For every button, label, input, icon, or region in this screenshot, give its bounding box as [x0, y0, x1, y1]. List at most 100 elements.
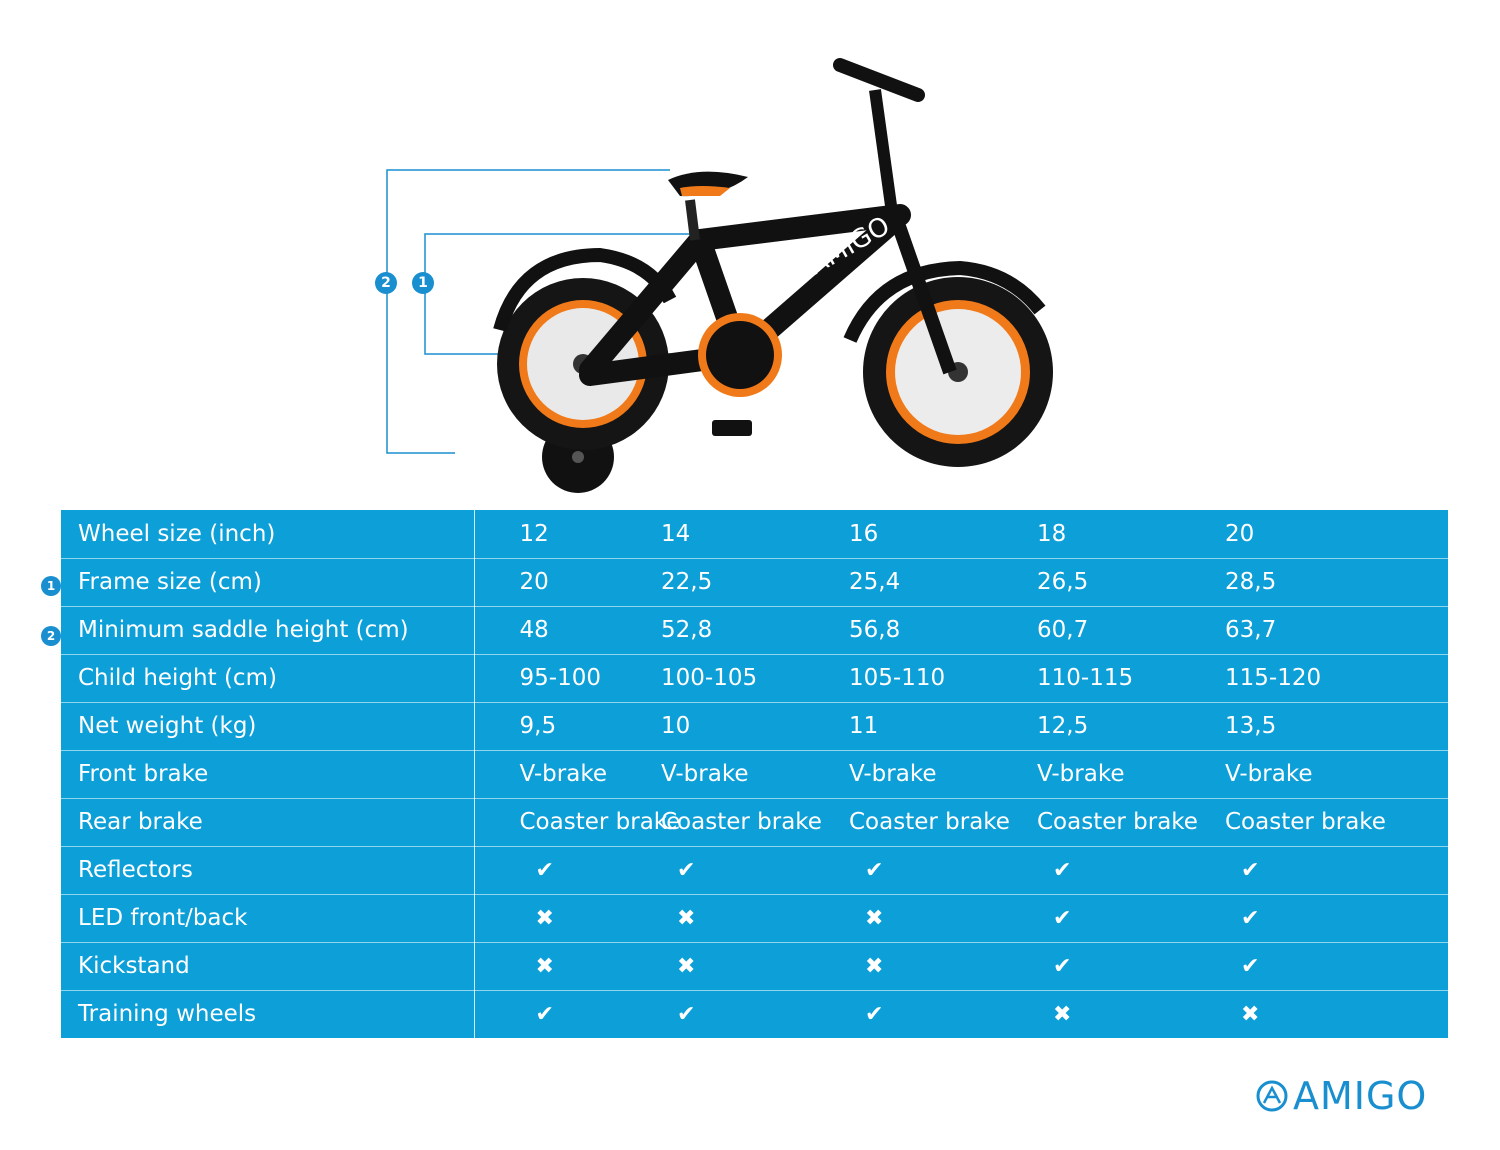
table-cell: 16: [849, 510, 1037, 559]
check-icon: ✔: [535, 1002, 554, 1028]
row-label: Child height (cm): [61, 654, 475, 703]
table-cell: ✖: [474, 894, 661, 943]
table-cell: ✖: [661, 894, 849, 943]
spec-table: Wheel size (inch) 12 14 16 18 20 Frame size (c…: [61, 510, 1448, 1038]
row-label: Rear brake: [61, 798, 475, 847]
table-cell: 18: [1037, 510, 1225, 559]
table-cell: V-brake: [1225, 750, 1448, 799]
table-cell: ✖: [661, 942, 849, 991]
table-cell: 12,5: [1037, 702, 1225, 751]
table-cell: ✔: [474, 990, 661, 1038]
cross-icon: ✖: [865, 906, 884, 931]
table-cell: 22,5: [661, 558, 849, 607]
table-cell: 26,5: [1037, 558, 1225, 607]
brand-logo: AMIGO: [1255, 1074, 1428, 1118]
check-icon: ✔: [1241, 954, 1260, 979]
row-label: Minimum saddle height (cm): [61, 606, 475, 655]
table-cell: 10: [661, 702, 849, 751]
row-label: Front brake: [61, 750, 475, 799]
product-image-area: AMIGO 2 1: [0, 0, 1500, 510]
table-cell: 13,5: [1225, 702, 1448, 751]
cross-icon: ✖: [1241, 1002, 1260, 1028]
table-row: Training wheels ✔ ✔ ✔ ✖ ✖: [61, 990, 1448, 1038]
table-cell: ✔: [474, 846, 661, 895]
row-marker-2: 2: [41, 626, 61, 646]
table-cell: 52,8: [661, 606, 849, 655]
check-icon: ✔: [1241, 858, 1260, 883]
table-cell: 20: [474, 558, 661, 607]
table-cell: V-brake: [474, 750, 661, 799]
table-cell: ✖: [849, 894, 1037, 943]
table-row: Wheel size (inch) 12 14 16 18 20: [61, 510, 1448, 559]
table-cell: ✔: [1225, 894, 1448, 943]
row-label: Net weight (kg): [61, 702, 475, 751]
table-cell: ✖: [849, 942, 1037, 991]
table-row: Kickstand ✖ ✖ ✖ ✔ ✔: [61, 942, 1448, 991]
table-cell: 20: [1225, 510, 1448, 559]
table-cell: 100-105: [661, 654, 849, 703]
table-cell: 63,7: [1225, 606, 1448, 655]
table-cell: 48: [474, 606, 661, 655]
check-icon: ✔: [677, 1002, 696, 1028]
cross-icon: ✖: [677, 954, 696, 979]
marker-1: 1: [412, 272, 434, 294]
table-cell: ✖: [1037, 990, 1225, 1038]
table-row: LED front/back ✖ ✖ ✖ ✔ ✔: [61, 894, 1448, 943]
table-row: Child height (cm) 95-100 100-105 105-110 110…: [61, 654, 1448, 703]
table-cell: 56,8: [849, 606, 1037, 655]
marker-2: 2: [375, 272, 397, 294]
check-icon: ✔: [1241, 906, 1260, 931]
table-row: Minimum saddle height (cm) 48 52,8 56,8 60,7…: [61, 606, 1448, 655]
cross-icon: ✖: [535, 954, 554, 979]
cross-icon: ✖: [535, 906, 554, 931]
check-icon: ✔: [535, 858, 554, 883]
table-cell: ✔: [661, 990, 849, 1038]
cross-icon: ✖: [677, 906, 696, 931]
check-icon: ✔: [1053, 858, 1072, 883]
row-label: Kickstand: [61, 942, 475, 991]
table-cell: 110-115: [1037, 654, 1225, 703]
table-cell: Coaster brake: [849, 798, 1037, 847]
table-cell: ✔: [849, 846, 1037, 895]
amigo-logo-icon: [1256, 1080, 1288, 1112]
logo-text: AMIGO: [1293, 1074, 1428, 1118]
row-marker-1: 1: [41, 576, 61, 596]
table-cell: 25,4: [849, 558, 1037, 607]
check-icon: ✔: [1053, 954, 1072, 979]
table-cell: V-brake: [849, 750, 1037, 799]
table-cell: ✔: [1225, 942, 1448, 991]
table-cell: V-brake: [661, 750, 849, 799]
table-cell: ✖: [1225, 990, 1448, 1038]
check-icon: ✔: [865, 1002, 884, 1028]
table-cell: ✔: [1037, 942, 1225, 991]
table-cell: Coaster brake: [1037, 798, 1225, 847]
table-cell: ✖: [474, 942, 661, 991]
table-cell: V-brake: [1037, 750, 1225, 799]
table-row: Net weight (kg) 9,5 10 11 12,5 13,5: [61, 702, 1448, 751]
row-label: Wheel size (inch): [61, 510, 475, 559]
row-label: LED front/back: [61, 894, 475, 943]
table-cell: 12: [474, 510, 661, 559]
bicycle-illustration: AMIGO: [386, 58, 1053, 493]
table-cell: 115-120: [1225, 654, 1448, 703]
table-row: Rear brake Coaster brake Coaster brake Coas…: [61, 798, 1448, 847]
check-icon: ✔: [677, 858, 696, 883]
table-cell: 28,5: [1225, 558, 1448, 607]
table-cell: 9,5: [474, 702, 661, 751]
table-cell: ✔: [849, 990, 1037, 1038]
row-label: Training wheels: [61, 990, 475, 1038]
table-cell: 14: [661, 510, 849, 559]
cross-icon: ✖: [865, 954, 884, 979]
table-cell: 105-110: [849, 654, 1037, 703]
table-cell: 60,7: [1037, 606, 1225, 655]
table-cell: 95-100: [474, 654, 661, 703]
row-label: Reflectors: [61, 846, 475, 895]
table-cell: Coaster brake: [1225, 798, 1448, 847]
table-cell: Coaster brake: [474, 798, 680, 847]
check-icon: ✔: [1053, 906, 1072, 931]
table-cell: ✔: [1037, 894, 1225, 943]
table-row: Reflectors ✔ ✔ ✔ ✔ ✔: [61, 846, 1448, 895]
saddle-height-line: [386, 169, 670, 454]
table-cell: 11: [849, 702, 1037, 751]
table-cell: Coaster brake: [661, 798, 849, 847]
